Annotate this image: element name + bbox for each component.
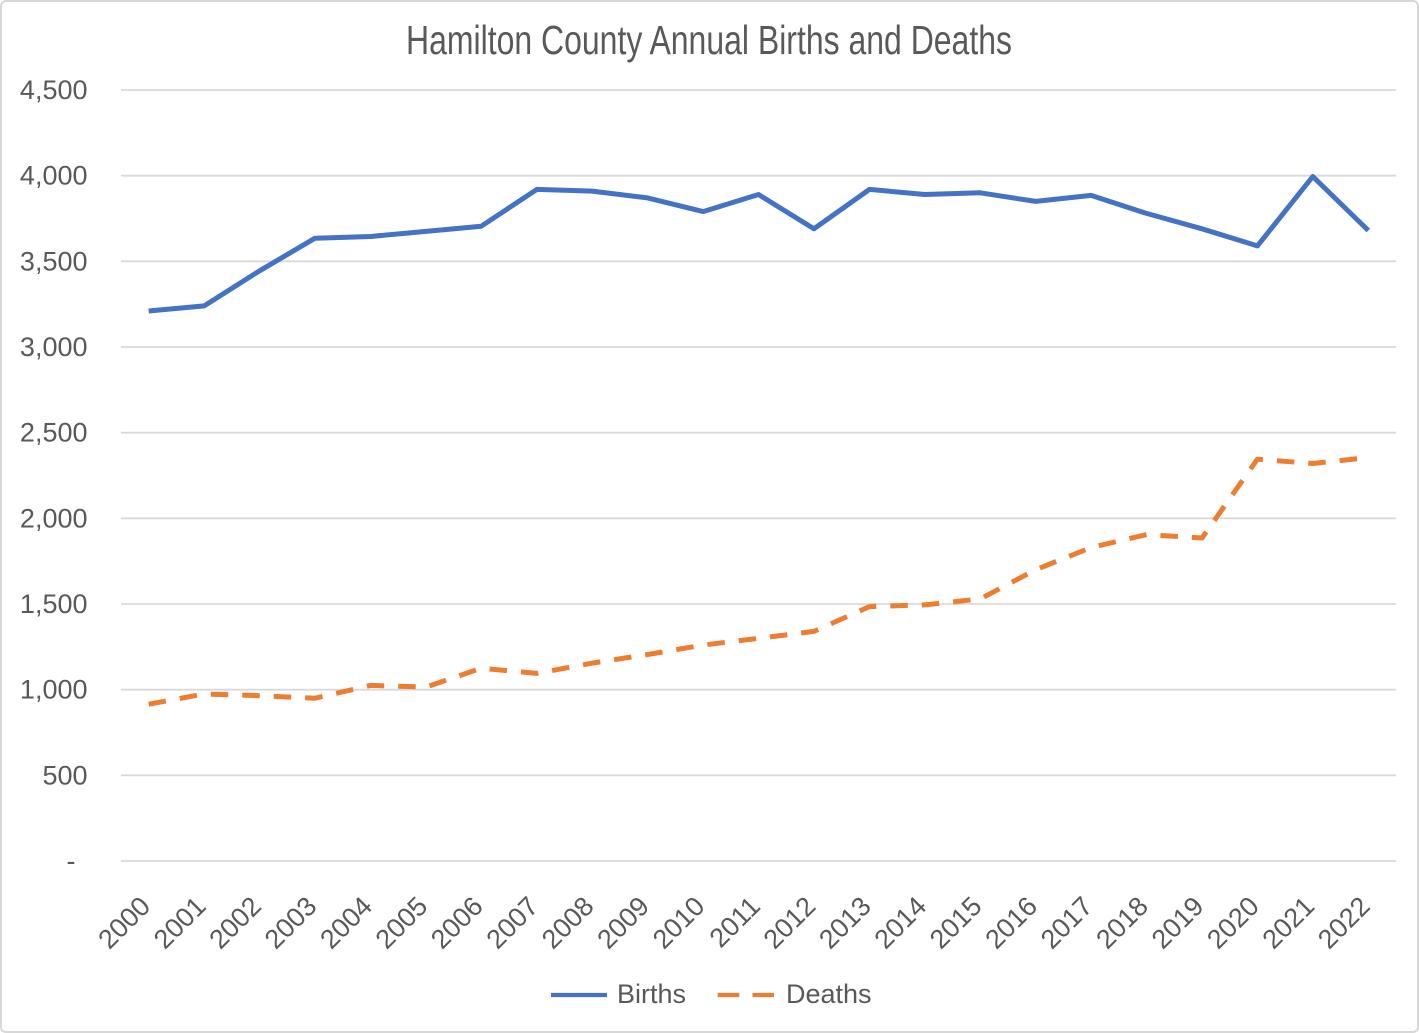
svg-text:1,000: 1,000 [20,675,88,705]
svg-text:Hamilton County Annual Births: Hamilton County Annual Births and Deaths [406,17,1012,63]
svg-text:2011: 2011 [704,891,766,953]
svg-text:2020: 2020 [1201,891,1265,955]
svg-text:2018: 2018 [1090,891,1154,955]
svg-text:2003: 2003 [259,891,323,955]
svg-text:2,000: 2,000 [20,503,88,533]
svg-text:2019: 2019 [1146,891,1210,955]
svg-text:2016: 2016 [979,891,1043,955]
svg-text:2008: 2008 [536,891,600,955]
svg-text:4,500: 4,500 [20,75,88,105]
svg-text:1,500: 1,500 [20,589,88,619]
svg-text:2017: 2017 [1035,891,1099,955]
svg-text:3,500: 3,500 [20,246,88,276]
svg-text:2021: 2021 [1257,891,1321,955]
svg-text:Births: Births [617,979,686,1009]
svg-text:4,000: 4,000 [20,161,88,191]
svg-text:2004: 2004 [314,891,378,955]
svg-text:2013: 2013 [813,891,877,955]
svg-text:2000: 2000 [92,891,156,955]
svg-text:2007: 2007 [481,891,545,955]
svg-text:3,000: 3,000 [20,332,88,362]
svg-text:2015: 2015 [924,891,988,955]
svg-text:2022: 2022 [1312,891,1376,955]
svg-text:Deaths: Deaths [786,979,872,1009]
svg-text:-: - [67,846,76,876]
svg-text:2014: 2014 [869,891,933,955]
svg-text:2010: 2010 [647,891,711,955]
svg-text:2002: 2002 [203,891,267,955]
svg-text:2012: 2012 [758,891,822,955]
svg-text:2006: 2006 [425,891,489,955]
svg-text:2009: 2009 [591,891,655,955]
svg-text:2001: 2001 [148,891,212,955]
svg-text:2,500: 2,500 [20,418,88,448]
svg-text:500: 500 [42,760,87,790]
svg-text:2005: 2005 [370,891,434,955]
